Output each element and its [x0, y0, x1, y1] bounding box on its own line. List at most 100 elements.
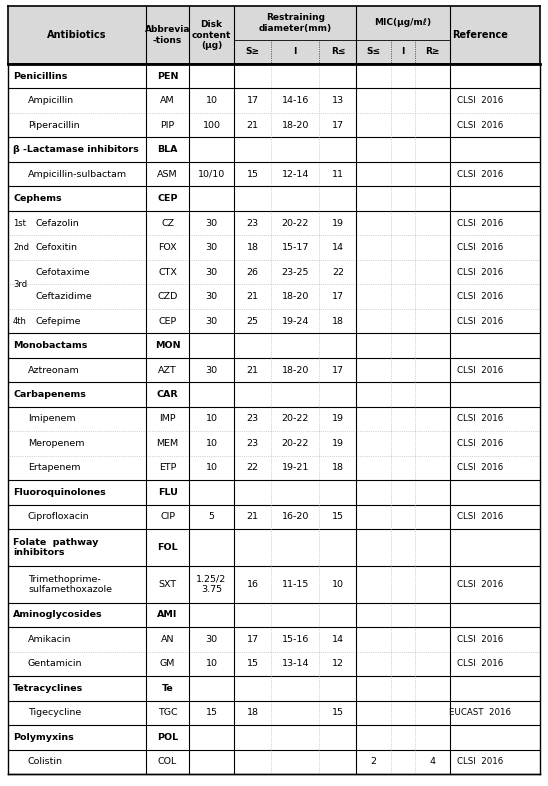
Text: I: I	[401, 47, 404, 57]
Text: AZT: AZT	[158, 365, 177, 375]
Text: 13: 13	[332, 96, 344, 105]
Text: CLSI  2016: CLSI 2016	[457, 414, 503, 424]
Text: 2: 2	[371, 757, 377, 766]
Text: 21: 21	[247, 365, 259, 375]
Text: CLSI  2016: CLSI 2016	[457, 635, 503, 644]
Text: CLSI  2016: CLSI 2016	[457, 292, 503, 301]
Text: 17: 17	[332, 121, 344, 130]
Text: 12: 12	[332, 659, 344, 668]
Text: 22: 22	[247, 464, 259, 472]
Text: MIC(μg/mℓ): MIC(μg/mℓ)	[374, 18, 432, 28]
Text: 30: 30	[206, 219, 218, 228]
Text: CLSI  2016: CLSI 2016	[457, 580, 503, 589]
Text: CLSI  2016: CLSI 2016	[457, 512, 503, 521]
Text: 1.25/2
3.75: 1.25/2 3.75	[196, 575, 227, 594]
Text: Ertapenem: Ertapenem	[28, 464, 81, 472]
Text: 16-20: 16-20	[282, 512, 309, 521]
Text: Disk
content
(μg): Disk content (μg)	[192, 20, 231, 50]
Text: 30: 30	[206, 317, 218, 325]
Text: CTX: CTX	[158, 267, 177, 277]
Text: Amikacin: Amikacin	[28, 635, 71, 644]
Text: CLSI  2016: CLSI 2016	[457, 243, 503, 252]
Text: Colistin: Colistin	[28, 757, 63, 766]
Text: 10: 10	[206, 96, 218, 105]
Text: PIP: PIP	[161, 121, 175, 130]
Text: Piperacillin: Piperacillin	[28, 121, 79, 130]
Text: 15: 15	[247, 170, 259, 178]
Text: MON: MON	[155, 341, 180, 350]
Text: 19-21: 19-21	[282, 464, 309, 472]
Text: IMP: IMP	[159, 414, 176, 424]
Text: FLU: FLU	[158, 488, 178, 497]
Text: 18: 18	[247, 708, 259, 718]
Text: Cefotaxime: Cefotaxime	[36, 267, 90, 277]
Text: 19: 19	[332, 414, 344, 424]
Text: Reference: Reference	[452, 30, 508, 40]
Text: 18-20: 18-20	[282, 292, 309, 301]
Text: 15-17: 15-17	[282, 243, 309, 252]
Text: 22: 22	[332, 267, 344, 277]
Text: 11: 11	[332, 170, 344, 178]
Text: 10: 10	[206, 659, 218, 668]
Text: Polymyxins: Polymyxins	[13, 733, 74, 742]
Text: 20-22: 20-22	[282, 414, 309, 424]
Text: 14: 14	[332, 243, 344, 252]
Text: 12-14: 12-14	[282, 170, 309, 178]
Text: Folate  pathway
inhibitors: Folate pathway inhibitors	[13, 538, 99, 557]
Text: 21: 21	[247, 512, 259, 521]
Text: Penicillins: Penicillins	[13, 72, 67, 81]
Text: 19: 19	[332, 219, 344, 228]
Text: 4th: 4th	[13, 317, 27, 325]
Text: CLSI  2016: CLSI 2016	[457, 219, 503, 228]
Text: 21: 21	[247, 121, 259, 130]
Text: Tigecycline: Tigecycline	[28, 708, 81, 718]
Text: Aztreonam: Aztreonam	[28, 365, 80, 375]
Text: AN: AN	[161, 635, 174, 644]
Text: 18-20: 18-20	[282, 121, 309, 130]
Text: 5: 5	[208, 512, 214, 521]
Text: S≥: S≥	[246, 47, 260, 57]
Text: CLSI  2016: CLSI 2016	[457, 757, 503, 766]
Text: EUCAST  2016: EUCAST 2016	[449, 708, 511, 718]
Text: Meropenem: Meropenem	[28, 439, 84, 448]
Text: Ceftazidime: Ceftazidime	[36, 292, 93, 301]
Text: Monobactams: Monobactams	[13, 341, 87, 350]
Text: Cefoxitin: Cefoxitin	[36, 243, 78, 252]
Text: 100: 100	[203, 121, 220, 130]
Text: Imipenem: Imipenem	[28, 414, 76, 424]
Text: 23: 23	[247, 414, 259, 424]
Text: CLSI  2016: CLSI 2016	[457, 317, 503, 325]
Text: 4: 4	[429, 757, 435, 766]
Text: BLA: BLA	[157, 145, 178, 154]
Text: R≤: R≤	[330, 47, 345, 57]
Text: 3rd: 3rd	[13, 280, 27, 288]
Text: CLSI  2016: CLSI 2016	[457, 96, 503, 105]
Text: 17: 17	[332, 292, 344, 301]
Text: POL: POL	[157, 733, 178, 742]
Text: 15-16: 15-16	[282, 635, 309, 644]
Text: SXT: SXT	[158, 580, 176, 589]
Text: CLSI  2016: CLSI 2016	[457, 464, 503, 472]
Text: Cephems: Cephems	[13, 194, 61, 203]
Text: 13-14: 13-14	[282, 659, 309, 668]
Text: Trimethoprime-
sulfamethoxazole: Trimethoprime- sulfamethoxazole	[28, 575, 112, 594]
Text: 2nd: 2nd	[13, 243, 29, 252]
Text: 19-24: 19-24	[282, 317, 309, 325]
Text: FOX: FOX	[158, 243, 177, 252]
Text: 10/10: 10/10	[198, 170, 225, 178]
Text: 15: 15	[332, 708, 344, 718]
Text: 21: 21	[247, 292, 259, 301]
Text: 1st: 1st	[13, 219, 26, 228]
Text: 23: 23	[247, 219, 259, 228]
Text: 10: 10	[332, 580, 344, 589]
Text: ETP: ETP	[159, 464, 176, 472]
Text: 30: 30	[206, 365, 218, 375]
Text: 16: 16	[247, 580, 259, 589]
Text: Gentamicin: Gentamicin	[28, 659, 83, 668]
Text: 26: 26	[247, 267, 259, 277]
Text: CEP: CEP	[157, 194, 178, 203]
Text: CLSI  2016: CLSI 2016	[457, 659, 503, 668]
Text: 15: 15	[206, 708, 218, 718]
Text: FOL: FOL	[157, 543, 178, 552]
Text: Cefepime: Cefepime	[36, 317, 82, 325]
